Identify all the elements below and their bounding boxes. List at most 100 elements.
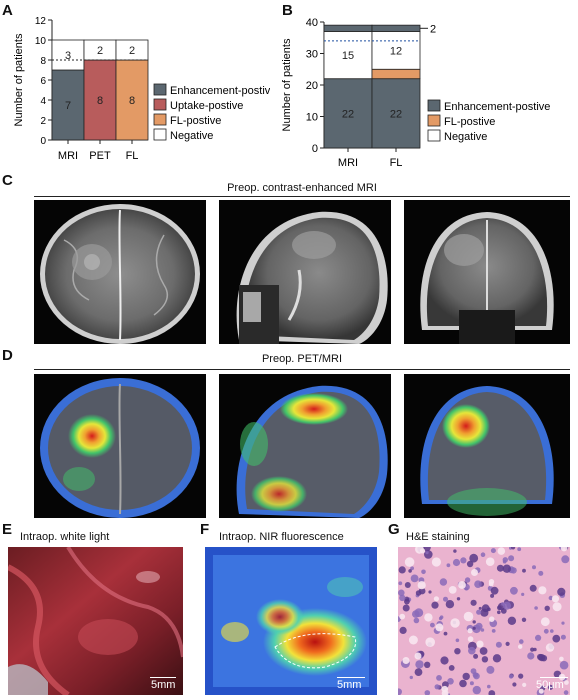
scale-bar-g [540,677,568,678]
he-vacuole [522,682,527,687]
mri-axial-image [34,200,206,344]
bar-negative-a [51,39,85,71]
section-d-rule [34,369,570,370]
he-nucleus [560,634,566,640]
x-tick-label-a: PET [89,150,111,162]
he-nucleus [404,582,411,588]
he-vacuole [560,547,568,552]
he-nucleus [491,629,496,633]
legend-label-b: Enhancement-postive [444,101,550,113]
bar-segment-enhancement-b [323,78,373,149]
legend-label-b: Negative [444,131,487,143]
bar-segment-top-b [371,24,421,32]
he-vacuole [518,644,523,649]
panel-label-e: E [2,521,13,538]
he-nucleus [480,552,486,557]
he-nucleus [532,565,536,570]
he-nucleus [447,678,454,685]
he-nucleus [478,606,482,610]
he-vacuole [488,616,495,622]
nir-fluorescence-image [205,547,377,695]
panel-label-d: D [2,347,13,364]
panel-label-f: F [200,521,210,538]
he-nucleus [472,685,481,695]
he-nucleus [398,566,406,574]
chart-b: 0 10 20 30 40 Number of patients 22 15 MRI 22 12 FL… [281,17,550,169]
he-nucleus [462,672,470,681]
he-nucleus [544,605,550,611]
he-nucleus [445,600,455,609]
he-nucleus [408,569,412,573]
legend-label-b: FL-postive [444,116,495,128]
he-vacuole [417,581,426,590]
section-c-title: Preop. contrast-enhanced MRI [227,182,377,194]
he-nucleus [399,626,407,634]
he-nucleus [404,596,410,602]
he-vacuole [425,637,435,647]
y-tick-label-a: 4 [40,96,46,107]
x-tick-label-b: MRI [338,157,358,169]
scale-text-g: 50μm [536,679,564,691]
he-nucleus [476,609,482,615]
mri-coronal-image [404,200,570,344]
he-vacuole [399,613,406,620]
he-nucleus [398,688,402,695]
bar-segment-negative-b [371,31,421,70]
he-nucleus [421,569,426,575]
section-e-label: Intraop. white light [20,531,110,543]
pet-mri-axial-image [34,374,206,518]
he-vacuole [402,657,410,664]
he-nucleus [488,690,496,695]
y-tick-label-a: 2 [40,116,46,127]
he-nucleus [521,592,525,596]
he-nucleus [480,628,485,632]
he-nucleus [438,616,443,621]
he-nucleus [453,549,457,553]
he-nucleus [517,547,522,552]
legend-swatch-b [427,114,441,127]
scale-text-e: 5mm [151,679,176,691]
he-nucleus [502,564,511,573]
x-tick-label-a: MRI [58,150,78,162]
mri-sagittal-image [219,200,391,344]
he-nucleus [466,560,474,568]
he-vacuole [488,581,494,587]
bar-label-positive-a: 8 [129,95,135,107]
he-nucleus [521,617,527,622]
y-axis-label-b: Number of patients [281,38,293,131]
he-vacuole [404,557,415,567]
he-nucleus [563,690,569,695]
he-vacuole [463,611,474,622]
he-vacuole [441,689,449,695]
bar-label-positive-a: 8 [97,95,103,107]
he-nucleus [424,661,431,668]
panel-label-b: B [282,2,293,19]
he-nucleus [486,665,495,674]
x-tick-label-a: FL [126,150,139,162]
white-light-image [8,547,183,695]
he-nucleus [469,553,479,563]
he-nucleus [430,622,435,628]
he-nucleus [561,555,570,564]
he-nucleus [492,654,502,663]
he-nucleus [496,564,504,572]
he-nucleus [474,580,482,588]
he-nucleus [418,587,426,595]
pet-mri-sagittal-image [219,374,391,518]
he-vacuole [552,602,562,612]
he-nucleus [561,621,565,625]
he-nucleus [436,675,442,681]
he-nucleus [402,604,410,612]
he-nucleus [527,652,535,660]
he-nucleus [510,586,518,595]
he-nucleus [431,601,439,609]
chart-a: 0 2 4 6 8 10 12 Number of patients 7 3 MRI 8 2 PET 8 2 F… [13,16,270,162]
he-nucleus [456,597,461,601]
he-vacuole [559,656,564,662]
he-vacuole [408,635,418,645]
he-nucleus [505,641,510,646]
he-nucleus [475,622,483,630]
section-d-title: Preop. PET/MRI [261,353,343,365]
he-nucleus [415,660,424,669]
he-nucleus [490,548,496,554]
